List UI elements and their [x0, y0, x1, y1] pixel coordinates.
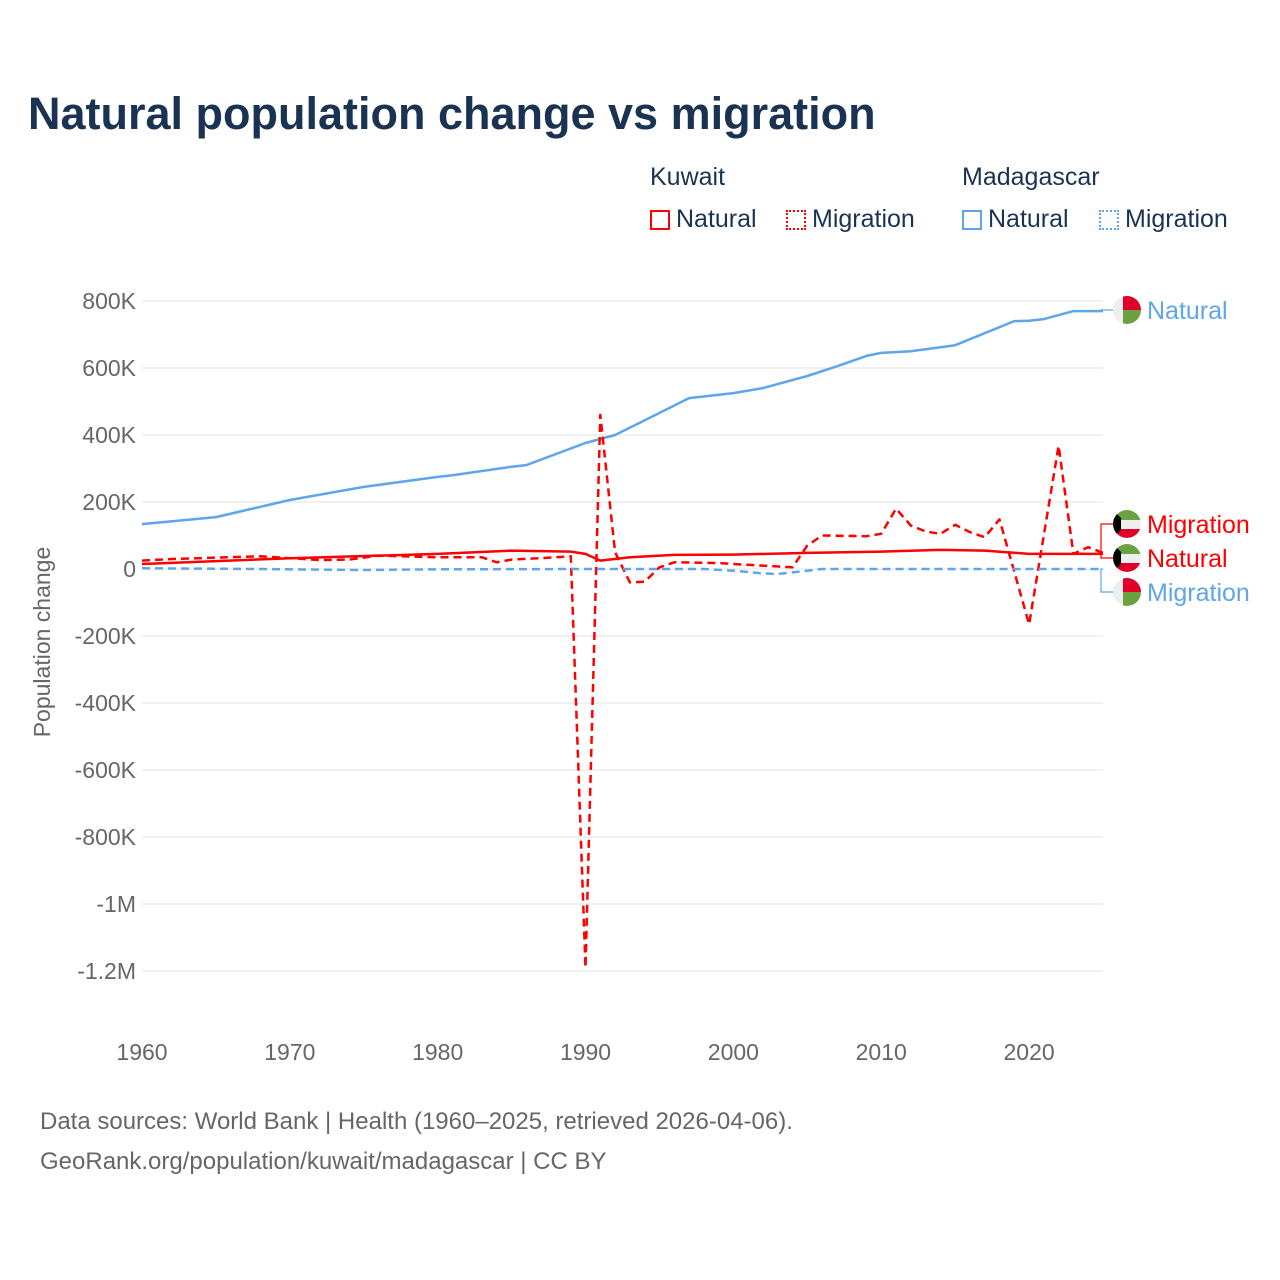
- legend-madagascar-natural[interactable]: Natural: [962, 205, 1069, 234]
- plot-area: Population change 800K 600K 400K 200K 0 -200K…: [29, 288, 1250, 1065]
- end-label-connector: [1100, 568, 1113, 593]
- footer-sources: Data sources: World Bank | Health (1960–…: [40, 1108, 793, 1135]
- flag-stripe: [1113, 544, 1121, 572]
- flag-body: [1113, 544, 1141, 572]
- y-axis-label: Population change: [29, 547, 55, 738]
- flag-stripe: [1123, 296, 1141, 310]
- flag-stripe: [1113, 510, 1121, 538]
- end-label-connector: [1100, 553, 1113, 559]
- end-label-connector: [1100, 523, 1113, 554]
- flag-stripe: [1113, 563, 1141, 572]
- legend-kuwait-migration[interactable]: Migration: [786, 205, 915, 234]
- x-tick-label: 1990: [560, 1039, 611, 1065]
- flag-stripe: [1113, 529, 1141, 538]
- flag-stripe: [1113, 510, 1141, 520]
- y-tick-label: 0: [123, 556, 136, 582]
- flag-stripe: [1113, 554, 1141, 563]
- x-tick-label: 1980: [412, 1039, 463, 1065]
- y-tick-label: 600K: [82, 355, 136, 381]
- y-tick-label: -1.2M: [77, 958, 136, 984]
- x-tick-label: 2000: [708, 1039, 759, 1065]
- flag-body: [1113, 510, 1141, 538]
- flag-stripe: [1123, 592, 1141, 606]
- x-tick-label: 1960: [116, 1039, 167, 1065]
- y-tick-label: 400K: [82, 422, 136, 448]
- flag-stripe: [1113, 544, 1141, 554]
- end-label: Migration: [1147, 511, 1250, 539]
- legend-label: Migration: [812, 205, 915, 233]
- y-tick-label: 800K: [82, 288, 136, 314]
- legend-label: Natural: [988, 205, 1069, 233]
- chart-title: Natural population change vs migration: [28, 88, 876, 139]
- y-tick-label: -1M: [96, 891, 136, 917]
- y-tick-label: -800K: [75, 824, 137, 850]
- y-tick-label: -400K: [75, 690, 137, 716]
- footer-url: GeoRank.org/population/kuwait/madagascar…: [40, 1148, 607, 1175]
- legend-kuwait-natural[interactable]: Natural: [650, 205, 757, 234]
- legend-kuwait-heading: Kuwait: [650, 163, 726, 191]
- flag-kuwait-icon: [1113, 544, 1141, 572]
- series-line-kuwait-natural: [141, 548, 1103, 566]
- flag-stripe: [1113, 578, 1123, 606]
- series-line-madagascar-natural: [141, 309, 1103, 526]
- flag-madagascar-icon: [1113, 296, 1141, 324]
- x-tick-label: 2010: [856, 1039, 907, 1065]
- x-tick-label: 1970: [264, 1039, 315, 1065]
- flag-body: [1113, 296, 1141, 324]
- legend-swatch-solid: [962, 210, 982, 230]
- legend-swatch-dotted: [1099, 210, 1119, 230]
- flag-kuwait-icon: [1113, 510, 1141, 538]
- series-line-kuwait-migration: [141, 413, 1104, 969]
- x-tick-label: 2020: [1003, 1039, 1054, 1065]
- legend-label: Migration: [1125, 205, 1228, 233]
- y-tick-label: -600K: [75, 757, 137, 783]
- flag-madagascar-icon: [1113, 578, 1141, 606]
- series-line-madagascar-migration: [141, 567, 1103, 576]
- legend-swatch-solid: [650, 210, 670, 230]
- end-label-connector: [1100, 309, 1113, 312]
- end-label: Natural: [1147, 545, 1228, 573]
- flag-stripe: [1123, 578, 1141, 592]
- end-label: Migration: [1147, 579, 1250, 607]
- flag-body: [1113, 578, 1141, 606]
- end-label: Natural: [1147, 297, 1228, 325]
- y-tick-label: -200K: [75, 623, 137, 649]
- legend-swatch-dotted: [786, 210, 806, 230]
- legend-label: Natural: [676, 205, 757, 233]
- flag-stripe: [1123, 310, 1141, 324]
- y-tick-label: 200K: [82, 489, 136, 515]
- legend-madagascar-heading: Madagascar: [962, 163, 1100, 191]
- flag-stripe: [1113, 520, 1141, 529]
- flag-stripe: [1113, 296, 1123, 324]
- legend-madagascar-migration[interactable]: Migration: [1099, 205, 1228, 234]
